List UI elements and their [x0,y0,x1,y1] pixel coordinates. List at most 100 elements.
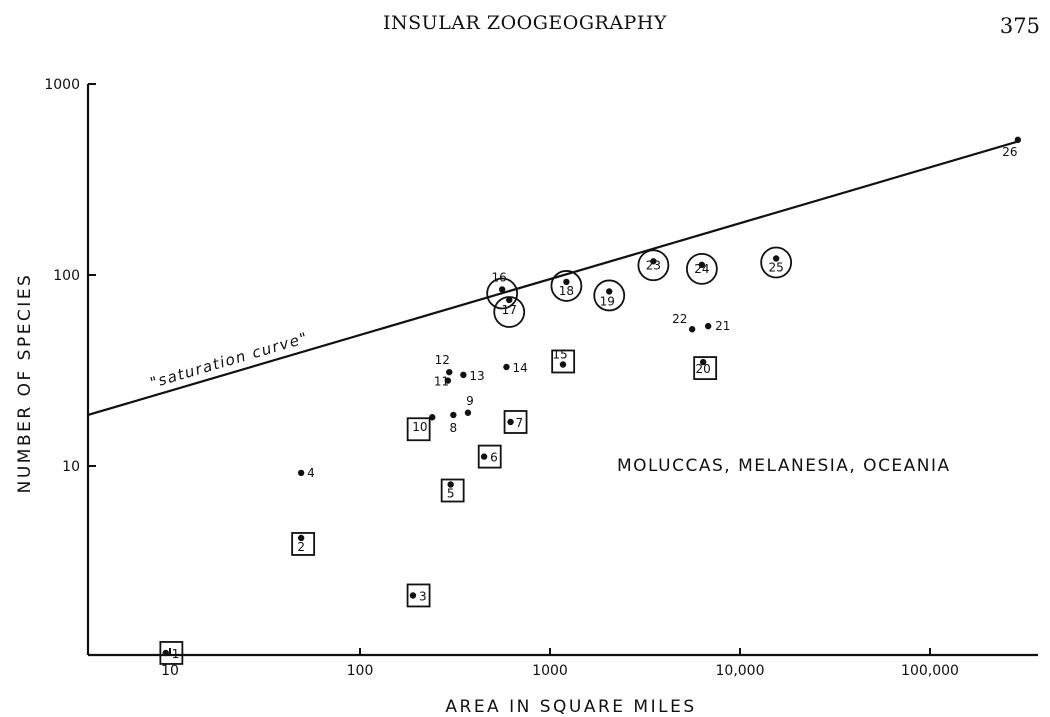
point-label: 4 [307,466,315,480]
page-number: 375 [999,14,1040,38]
point-dot [507,418,514,426]
data-point-7: 7 [503,410,528,434]
data-point-25: 25 [760,246,793,279]
x-tick-label: 10 [161,663,179,679]
point-label: 11 [434,375,449,389]
data-point-8: 8 [450,411,458,435]
point-dot [698,261,706,269]
square-marker [440,478,465,503]
point-label: 8 [450,421,458,435]
data-point-5: 5 [440,478,465,503]
data-point-4: 4 [297,466,315,480]
point-dot [460,371,467,379]
point-dot [297,534,305,542]
point-dot [688,326,696,333]
square-marker [551,349,576,374]
square-marker [406,583,431,608]
point-label: 2 [297,540,305,554]
square-marker [291,532,316,556]
point-label: 9 [466,394,474,408]
x-tick-label: 1000 [532,663,568,679]
circle-marker [760,246,793,279]
point-dot [650,258,657,265]
point-dot [606,288,613,295]
axes [86,84,1038,657]
point-label: 1 [172,647,180,661]
data-point-9: 9 [464,394,474,416]
axis-ticks: 10 100 1000 10,000 100,000 10 100 1000 [44,77,959,679]
data-point-13: 13 [460,369,485,383]
point-label: 22 [672,312,687,326]
data-point-10: 10 [406,414,436,442]
point-label: 20 [696,362,711,376]
point-dot [1014,136,1022,144]
data-point-26: 26 [1002,136,1022,159]
point-label: 25 [769,261,784,275]
data-point-19: 19 [593,279,626,312]
point-dot [772,255,780,262]
x-tick-label: 100,000 [901,663,959,679]
data-point-11: 11 [434,375,452,389]
point-label: 6 [490,451,498,465]
square-marker [477,444,502,469]
point-dot [506,296,513,304]
point-label: 16 [492,270,507,284]
point-label: 17 [502,303,517,317]
point-dot [480,453,488,460]
x-tick-label: 100 [347,663,374,679]
y-tick-label: 100 [53,268,80,284]
x-tick-label: 10,000 [716,663,765,679]
point-label: 12 [435,353,450,367]
point-dot [444,377,452,384]
square-marker [406,417,431,442]
point-dot [559,361,567,368]
point-label: 3 [419,589,427,603]
circle-marker [685,252,718,285]
point-label: 23 [646,258,661,272]
point-dot [409,592,417,599]
data-point-21: 21 [704,319,730,333]
y-tick-label: 10 [62,459,80,475]
data-point-3: 3 [406,583,431,608]
data-point-2: 2 [291,532,316,556]
point-dot [503,363,510,371]
point-dot [447,481,454,488]
point-label: 15 [552,347,567,361]
saturation-curve-label: "saturation curve" [148,328,311,392]
point-label: 24 [694,262,709,276]
data-point-15: 15 [551,347,576,374]
point-label: 5 [447,487,455,501]
square-marker [503,410,528,434]
point-dot [464,409,472,416]
point-label: 10 [412,420,427,434]
data-point-24: 24 [685,252,718,285]
x-axis-title: AREA IN SQUARE MILES [445,697,696,717]
data-point-23: 23 [637,249,670,282]
circle-marker [637,249,670,282]
data-point-17: 17 [493,296,526,328]
point-label: 13 [469,369,484,383]
point-dot [162,649,169,657]
point-dot [699,358,707,366]
point-label: 21 [715,319,730,333]
data-point-22: 22 [672,312,696,333]
point-label: 14 [512,361,527,375]
page-header-title: INSULAR ZOOGEOGRAPHY [383,12,667,34]
point-dot [450,411,457,419]
point-label: 18 [559,284,574,298]
data-point-16: 16 [486,270,519,310]
square-marker [159,641,184,665]
point-dot [446,368,453,376]
square-marker [693,356,718,380]
circle-marker [550,270,583,302]
point-dot [429,414,436,421]
data-point-12: 12 [435,353,453,376]
point-dot [297,469,305,477]
y-axis-title: NUMBER OF SPECIES [15,273,35,494]
point-dot [498,286,506,293]
circle-marker [593,279,626,312]
data-point-18: 18 [550,270,583,302]
circle-marker [486,277,519,310]
